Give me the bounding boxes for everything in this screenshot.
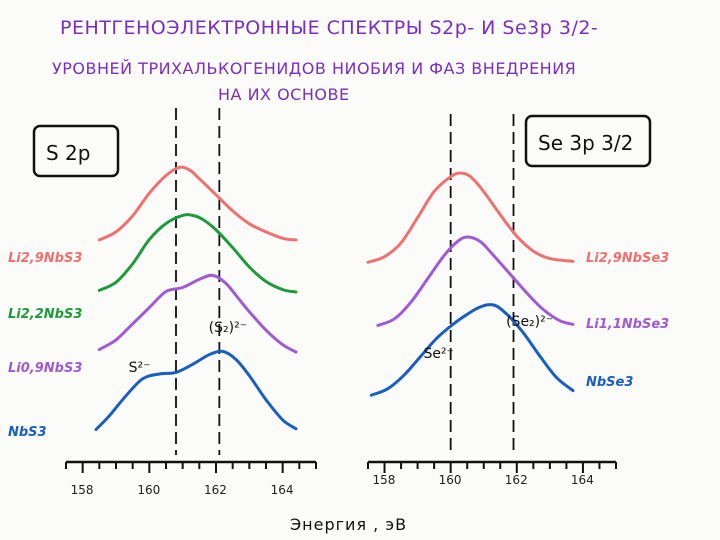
annotation-label: Se²⁻ bbox=[423, 346, 454, 362]
legend-label: Li0,9NbS3 bbox=[8, 361, 82, 376]
x-tick-label: 160 bbox=[439, 473, 462, 487]
annotation-label: (S₂)²⁻ bbox=[209, 320, 247, 336]
legend-label: Li2,9NbS3 bbox=[8, 251, 82, 266]
series-line-li29nbs3 bbox=[97, 165, 298, 242]
legend-label: NbS3 bbox=[8, 425, 47, 440]
series-line-nbse3 bbox=[369, 303, 575, 397]
legend-label: NbSe3 bbox=[586, 375, 633, 390]
x-tick-label: 158 bbox=[373, 473, 396, 487]
panel-label-se3p: Se 3p 3/2 bbox=[538, 131, 633, 155]
title-line-2: УРОВНЕЙ ТРИХАЛЬКОГЕНИДОВ НИОБИЯ И ФАЗ ВН… bbox=[52, 59, 576, 78]
x-tick-label: 162 bbox=[505, 473, 528, 487]
annotation-label: (Se₂)²⁻ bbox=[506, 314, 553, 330]
chart-se3p: 158 160 162 164 Li2,9NbSe3 Li1,1NbSe3 NbSe3 Se²… bbox=[366, 114, 669, 487]
series-line-li29nbse3 bbox=[366, 171, 575, 264]
x-tick-label: 158 bbox=[71, 483, 94, 497]
chart-s2p: 158 160 162 164 Li2,9NbS3 Li2,2NbS3 Li0,9NbS3 N… bbox=[8, 108, 317, 497]
panel-label-box-se3p: Se 3p 3/2 bbox=[524, 114, 652, 168]
legend-label: Li2,9NbSe3 bbox=[586, 251, 669, 266]
legend-label: Li2,2NbS3 bbox=[8, 307, 82, 322]
series-line-li22nbs3 bbox=[97, 213, 298, 294]
x-tick-label: 164 bbox=[571, 473, 594, 487]
x-tick-label: 160 bbox=[137, 483, 160, 497]
title-line-3: НА ИХ ОСНОВЕ bbox=[218, 85, 350, 104]
panel-label-box-s2p: S 2p bbox=[32, 124, 120, 178]
series-line-li11nbse3 bbox=[376, 235, 575, 327]
series-line-nbs3 bbox=[94, 349, 298, 432]
legend-label: Li1,1NbSe3 bbox=[586, 317, 669, 332]
series-line-li09nbs3 bbox=[97, 273, 298, 354]
title-line-1: РЕНТГЕНОЭЛЕКТРОННЫЕ СПЕКТРЫ S2p- И Se3p … bbox=[60, 17, 598, 39]
x-tick-label: 162 bbox=[204, 483, 227, 497]
panel-label-s2p: S 2p bbox=[46, 141, 90, 165]
x-axis-label: Энергия , эВ bbox=[290, 515, 407, 534]
x-tick-label: 164 bbox=[271, 483, 294, 497]
annotation-label: S²⁻ bbox=[129, 360, 151, 376]
